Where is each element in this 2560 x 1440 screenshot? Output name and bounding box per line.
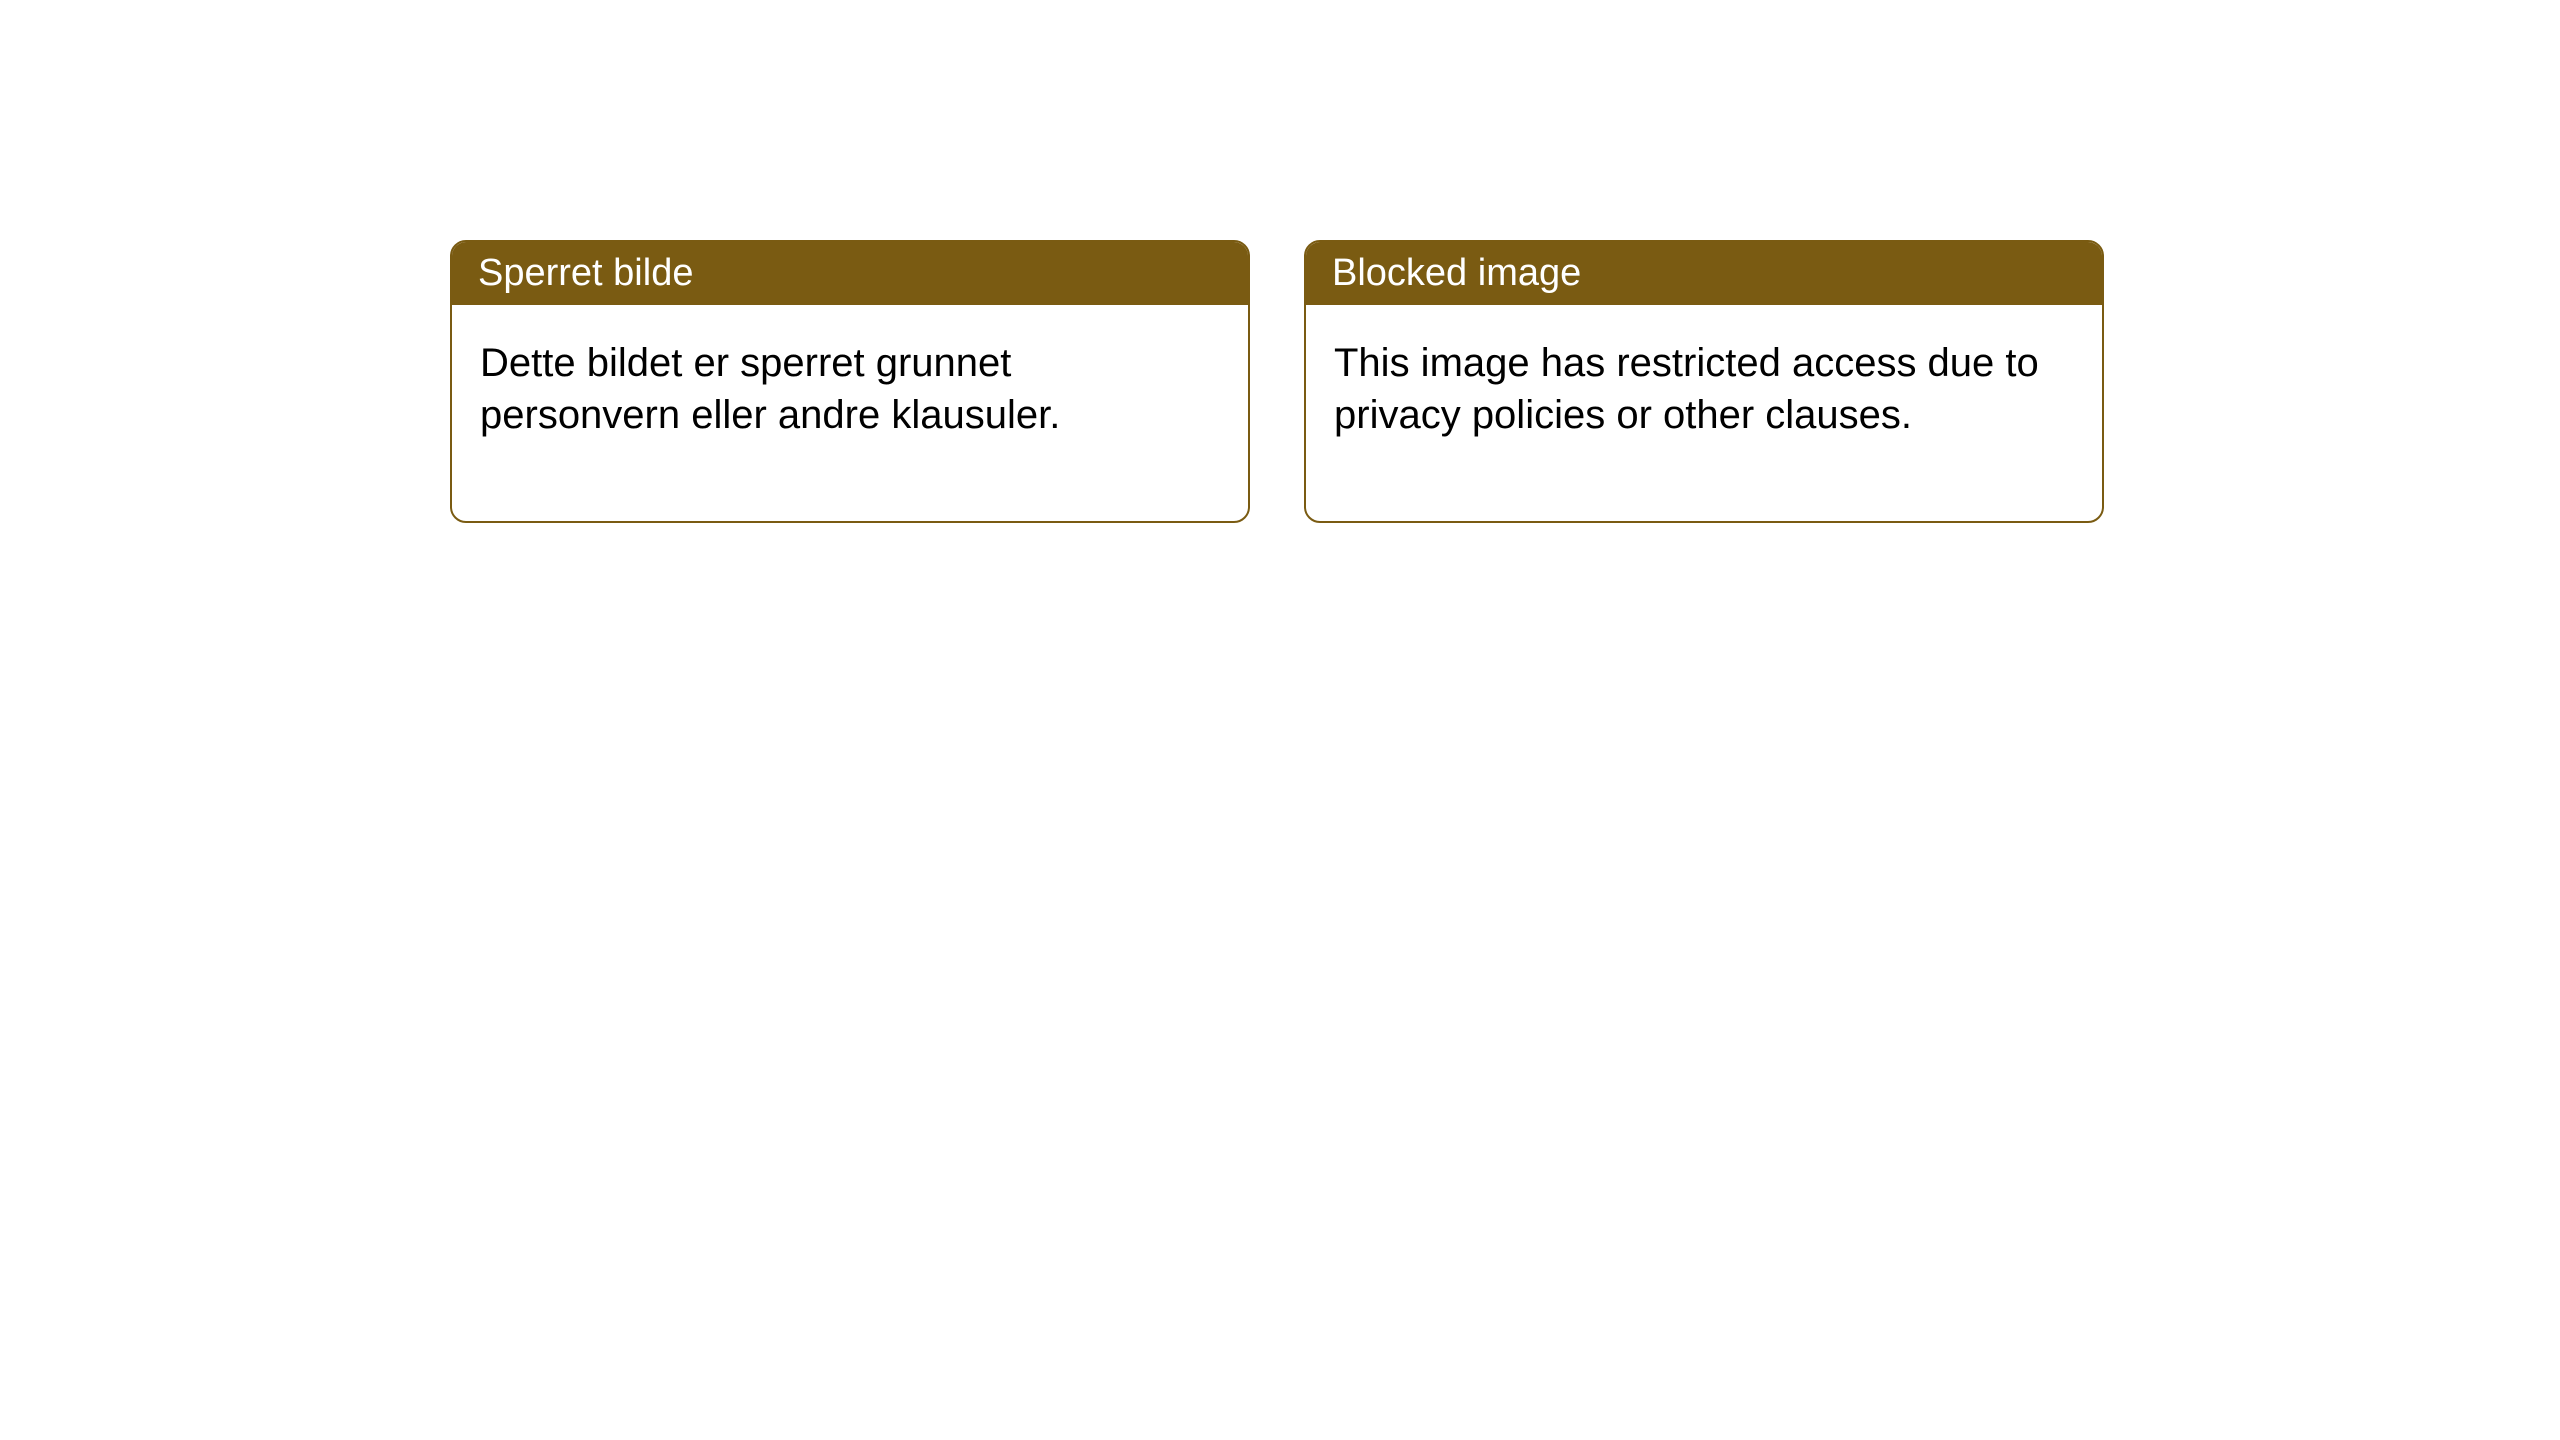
notice-header: Sperret bilde [452, 242, 1248, 305]
notice-container: Sperret bilde Dette bildet er sperret gr… [0, 0, 2560, 523]
notice-body: This image has restricted access due to … [1306, 305, 2102, 521]
notice-card-english: Blocked image This image has restricted … [1304, 240, 2104, 523]
notice-card-norwegian: Sperret bilde Dette bildet er sperret gr… [450, 240, 1250, 523]
notice-body: Dette bildet er sperret grunnet personve… [452, 305, 1248, 521]
notice-header: Blocked image [1306, 242, 2102, 305]
